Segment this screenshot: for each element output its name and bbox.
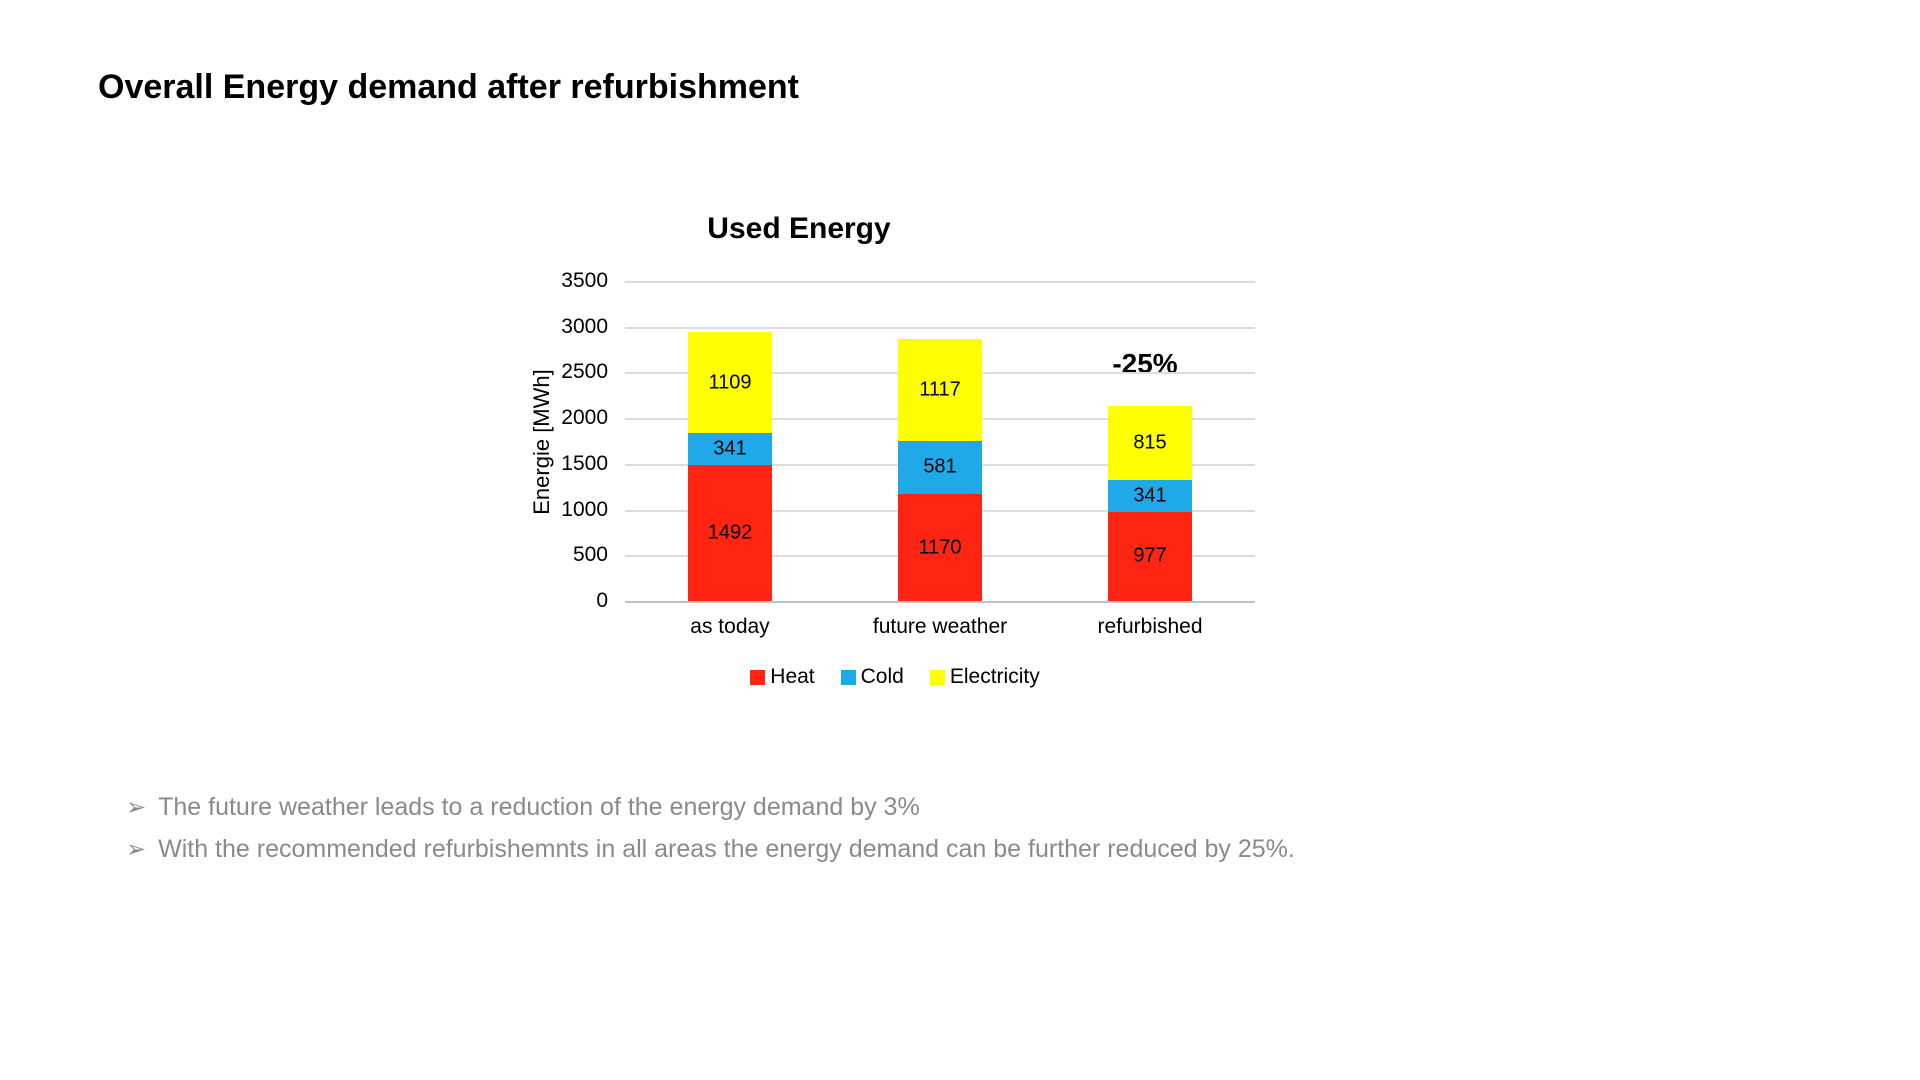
x-axis-label: refurbished [1097,615,1203,638]
bar-value-label: 815 [1133,431,1167,454]
arrow-bullet-icon: ➢ [126,794,147,821]
y-tick-label: 500 [572,543,608,566]
bar-segment-cold: 341 [1108,480,1192,512]
y-tick-label: 0 [596,589,608,612]
bullet-text: With the recommended refurbishemnts in a… [158,835,1295,863]
bullet-item: ➢ The future weather leads to a reduction… [126,793,1295,822]
bar-value-label: 1117 [919,378,961,401]
y-tick-label: 3500 [561,269,608,292]
bar-segment-electricity: 1117 [898,338,982,441]
bar-segment-heat: 977 [1108,511,1192,601]
reduction-annotation: -25% [1112,348,1178,379]
bullet-list: ➢ The future weather leads to a reduction… [126,793,1295,877]
page-title: Overall Energy demand after refurbishmen… [98,68,799,106]
bar-segment-electricity: 1109 [688,332,772,434]
legend-swatch-icon [750,669,766,685]
x-axis-label: as today [690,615,770,638]
legend-label: Heat [770,665,815,688]
x-axis-label: future weather [872,615,1008,638]
legend-label: Cold [860,665,904,688]
y-tick-label: 2000 [561,406,608,429]
chart-legend: Heat Cold Electricity [625,664,1165,690]
y-tick-label: 2500 [561,360,608,383]
bar-value-label: 1170 [918,536,962,558]
y-tick-label: 1000 [561,498,608,521]
bar-segment-heat: 1492 [688,464,772,601]
legend-item-electricity: Electricity [929,665,1040,689]
bullet-text: The future weather leads to a reduction … [158,793,920,821]
bar-value-label: 1109 [708,371,752,394]
legend-swatch-icon [840,669,856,685]
gridline [625,327,1255,329]
bar-segment-cold: 341 [688,433,772,465]
legend-swatch-icon [929,669,945,685]
bar-segment-electricity: 815 [1108,405,1192,481]
bar-value-label: 1492 [707,521,753,544]
legend-item-heat: Heat [750,665,815,689]
x-axis-line [625,601,1255,603]
gridline [625,281,1255,283]
bar-value-label: 341 [713,437,747,460]
bar-value-label: 341 [1133,484,1167,507]
arrow-bullet-icon: ➢ [126,836,147,863]
y-tick-label: 1500 [561,452,608,475]
chart-title: Used Energy [707,212,891,245]
bar-segment-cold: 581 [898,440,982,495]
bullet-item: ➢ With the recommended refurbishemnts in … [126,835,1295,864]
legend-item-cold: Cold [840,665,904,689]
bar-value-label: 977 [1133,544,1167,567]
legend-label: Electricity [949,665,1040,688]
bar-segment-heat: 1170 [898,494,982,601]
bar-value-label: 581 [923,455,957,478]
y-tick-label: 3000 [561,315,608,338]
